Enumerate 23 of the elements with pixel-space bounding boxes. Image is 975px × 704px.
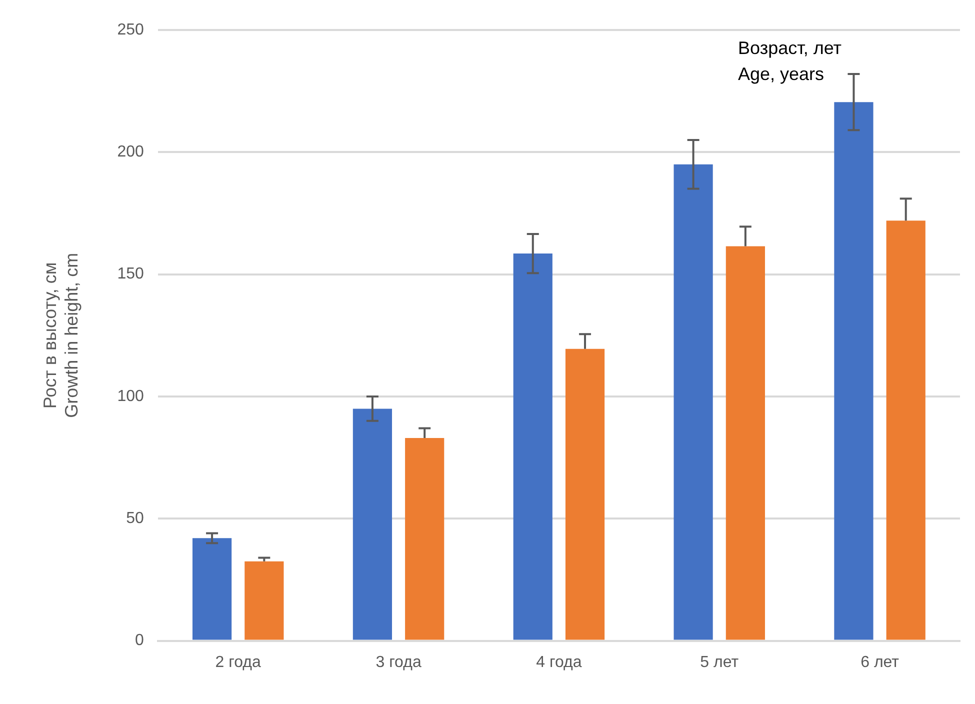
y-tick-label: 150 <box>117 266 144 283</box>
y-tick-label: 100 <box>117 388 144 405</box>
bar <box>513 254 552 640</box>
bar <box>352 408 392 640</box>
bar <box>244 561 284 640</box>
y-axis-title: Рост в высоту, см Growth in height, cm <box>40 252 82 418</box>
x-tick-label: 2 года <box>215 654 262 671</box>
x-tick-label: 3 года <box>376 654 422 671</box>
y-tick-label: 50 <box>126 510 144 528</box>
bar <box>726 246 765 640</box>
bar <box>192 538 232 640</box>
x-tick-label: 4 года <box>536 654 582 671</box>
bar <box>834 102 874 640</box>
x-tick-label: 5 лет <box>700 654 740 671</box>
bar <box>405 438 444 640</box>
bar <box>674 164 713 640</box>
bar <box>886 220 926 640</box>
y-tick-label: 200 <box>117 144 144 161</box>
bar <box>565 348 605 640</box>
y-tick-label: 250 <box>117 21 144 38</box>
y-tick-label: 0 <box>134 632 144 650</box>
annotation: Возраст, лет Age, years <box>738 38 842 84</box>
x-tick-label: 6 лет <box>860 654 900 671</box>
